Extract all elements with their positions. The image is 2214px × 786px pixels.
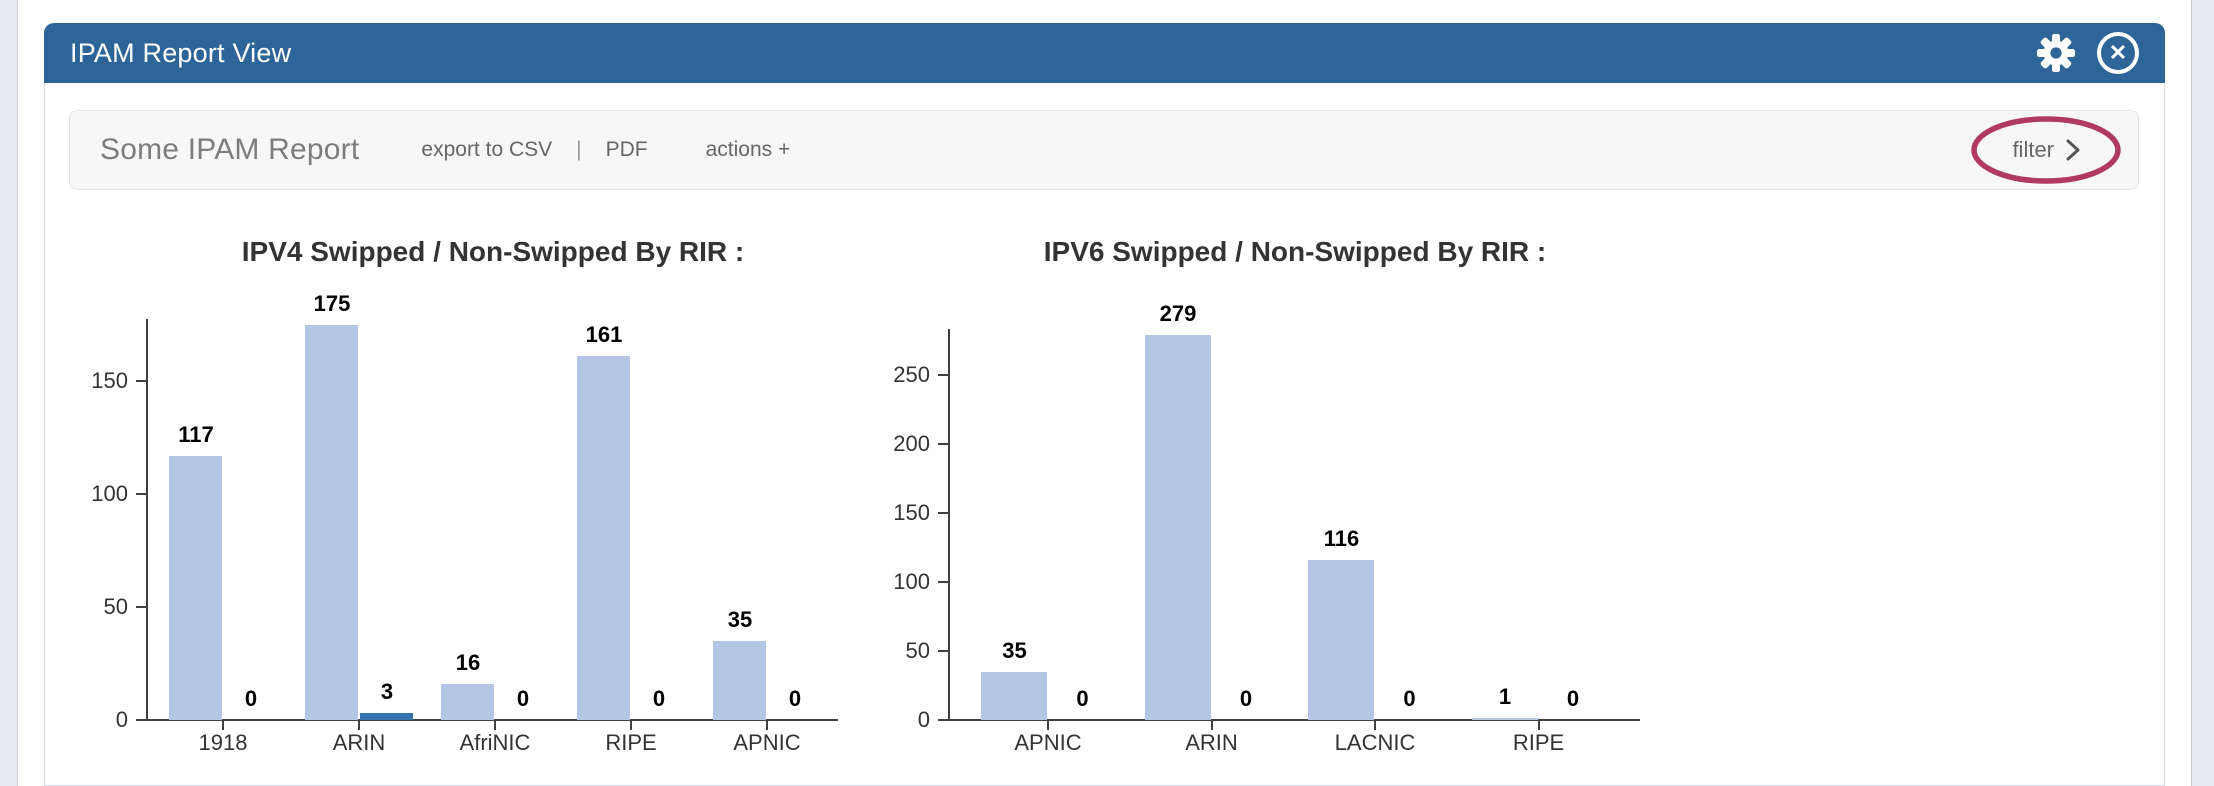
bar[interactable]	[360, 713, 413, 720]
bar-value-label: 0	[1403, 686, 1416, 711]
y-tick-label: 50	[905, 638, 930, 663]
x-category-label: ARIN	[332, 730, 386, 755]
bar[interactable]	[577, 356, 630, 720]
page-right-gutter	[2191, 0, 2214, 786]
y-tick-mark	[136, 380, 146, 382]
bar[interactable]	[1144, 334, 1211, 720]
x-tick-mark	[1047, 721, 1049, 730]
bar[interactable]	[441, 683, 494, 720]
x-axis-line	[948, 719, 1640, 721]
bar-value-label: 0	[652, 686, 666, 711]
bar[interactable]	[981, 671, 1047, 720]
report-toolbar: Some IPAM Report export to CSV | PDF act…	[69, 110, 2139, 190]
y-tick-label: 0	[115, 707, 128, 732]
y-tick-mark	[136, 719, 146, 721]
x-category-label: APNIC	[733, 730, 801, 755]
bar-value-label: 16	[455, 649, 481, 675]
panel-header-icons: ✕	[2035, 32, 2165, 74]
gear-icon[interactable]	[2035, 32, 2077, 74]
export-csv-button[interactable]: export to CSV	[421, 138, 553, 161]
y-tick-mark	[136, 606, 146, 608]
x-category-label: AfriNIC	[459, 730, 531, 755]
y-tick-mark	[938, 374, 948, 376]
y-tick-mark	[136, 493, 146, 495]
x-category-label: RIPE	[605, 730, 657, 755]
bar[interactable]	[169, 455, 222, 720]
x-category-label: 1918	[198, 730, 248, 755]
panel-header: IPAM Report View ✕	[44, 23, 2165, 83]
filter-label: filter	[2012, 137, 2054, 162]
x-category-label: APNIC	[1014, 730, 1082, 755]
bar-value-label: 117	[178, 421, 214, 447]
bar-value-label: 175	[313, 290, 351, 316]
chart-title: IPV6 Swipped / Non-Swipped By RIR :	[1043, 236, 1547, 267]
y-tick-mark	[938, 512, 948, 514]
x-tick-mark	[630, 721, 632, 730]
y-tick-mark	[938, 719, 948, 721]
bar[interactable]	[713, 640, 766, 720]
chart-title: IPV4 Swipped / Non-Swipped By RIR :	[241, 236, 745, 267]
x-category-label: RIPE	[1512, 730, 1565, 755]
close-x-glyph: ✕	[2097, 32, 2139, 74]
y-tick-mark	[938, 581, 948, 583]
y-tick-label: 50	[103, 594, 128, 619]
filter-button[interactable]: filter	[1971, 116, 2121, 184]
x-tick-mark	[1374, 721, 1376, 730]
bar-value-label: 279	[1159, 300, 1197, 326]
bar[interactable]	[1471, 718, 1538, 720]
y-axis-line	[948, 328, 950, 721]
bar-value-label: 161	[585, 322, 623, 348]
bar-value-label: 3	[380, 679, 394, 705]
panel-title: IPAM Report View	[70, 37, 292, 68]
toolbar-divider: |	[576, 138, 582, 161]
actions-menu-button[interactable]: actions +	[705, 138, 791, 161]
x-tick-mark	[1210, 721, 1213, 730]
x-tick-mark	[358, 721, 360, 730]
bar-value-label: 35	[727, 606, 753, 632]
x-category-label: LACNIC	[1334, 730, 1416, 755]
y-tick-label: 0	[917, 707, 930, 732]
page-left-gutter	[0, 0, 18, 786]
bar-value-label: 0	[1076, 686, 1089, 711]
bar-value-label: 0	[788, 686, 802, 711]
y-tick-mark	[938, 650, 948, 652]
bar[interactable]	[305, 324, 358, 720]
bar-value-label: 0	[244, 686, 258, 711]
bar-value-label: 0	[1239, 686, 1253, 711]
chevron-right-icon	[2066, 139, 2080, 161]
bar-value-label: 0	[1566, 686, 1580, 711]
y-tick-label: 150	[893, 500, 930, 525]
y-tick-mark	[938, 443, 948, 445]
x-tick-mark	[1537, 721, 1540, 730]
export-pdf-button[interactable]: PDF	[605, 138, 648, 161]
bar-value-label: 35	[1002, 637, 1027, 663]
y-tick-label: 100	[91, 481, 128, 506]
x-axis-line	[146, 719, 838, 721]
y-tick-label: 200	[893, 431, 930, 456]
report-title: Some IPAM Report	[100, 133, 360, 166]
y-axis-line	[146, 318, 148, 721]
bar-value-label: 0	[516, 686, 530, 711]
y-tick-label: 250	[893, 362, 930, 387]
x-category-label: ARIN	[1185, 730, 1238, 755]
bar-value-label: 116	[1323, 525, 1360, 551]
ipam-report-panel: IPAM Report View ✕ Some IPAM Rep	[44, 23, 2165, 786]
bar-value-label: 1	[1498, 684, 1512, 709]
bar[interactable]	[1308, 559, 1374, 720]
y-tick-label: 150	[91, 368, 128, 393]
x-tick-mark	[766, 721, 768, 730]
x-tick-mark	[222, 721, 224, 730]
y-tick-label: 100	[893, 569, 930, 594]
close-icon[interactable]: ✕	[2097, 32, 2139, 74]
x-tick-mark	[494, 721, 496, 730]
